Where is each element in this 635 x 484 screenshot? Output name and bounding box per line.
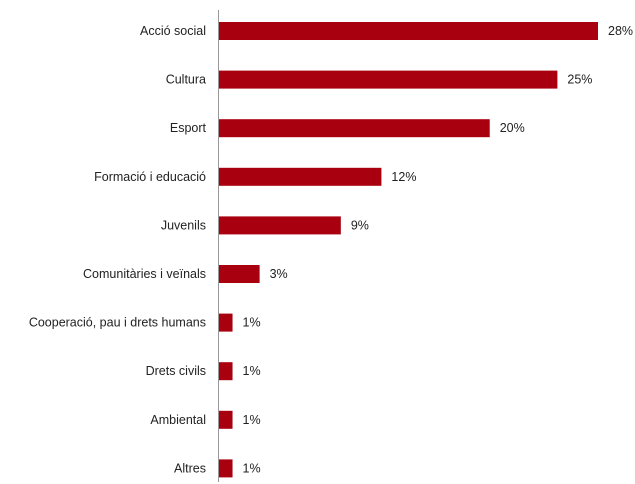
value-labels-group: 28% 25% 20% 12% 9% 3% 1% 1% 1% 1% bbox=[243, 24, 633, 475]
category-label: Ambiental bbox=[150, 413, 206, 427]
value-label: 20% bbox=[500, 121, 525, 135]
category-label: Cultura bbox=[166, 73, 206, 87]
bar bbox=[219, 362, 233, 381]
category-label: Esport bbox=[170, 121, 207, 135]
value-label: 1% bbox=[243, 316, 261, 330]
value-label: 3% bbox=[270, 267, 288, 281]
bars-group bbox=[219, 22, 598, 478]
bar bbox=[219, 313, 233, 332]
value-label: 1% bbox=[243, 413, 261, 427]
value-label: 25% bbox=[567, 73, 592, 87]
bar bbox=[219, 459, 233, 478]
category-label: Comunitàries i veïnals bbox=[83, 267, 206, 281]
bar bbox=[219, 167, 382, 186]
value-label: 1% bbox=[243, 461, 261, 475]
category-label: Altres bbox=[174, 461, 206, 475]
value-label: 12% bbox=[391, 170, 416, 184]
value-label: 9% bbox=[351, 218, 369, 232]
value-label: 28% bbox=[608, 24, 633, 38]
bar bbox=[219, 119, 490, 138]
category-label: Juvenils bbox=[161, 218, 206, 232]
bar bbox=[219, 22, 598, 40]
category-label: Drets civils bbox=[146, 364, 206, 378]
bar bbox=[219, 265, 260, 283]
category-label: Formació i educació bbox=[94, 170, 206, 184]
value-label: 1% bbox=[243, 364, 261, 378]
category-label: Cooperació, pau i drets humans bbox=[29, 316, 206, 330]
category-label: Acció social bbox=[140, 24, 206, 38]
category-labels-group: Acció social Cultura Esport Formació i educ… bbox=[29, 24, 207, 475]
bar bbox=[219, 410, 233, 429]
bar bbox=[219, 216, 341, 235]
bar bbox=[219, 70, 558, 89]
